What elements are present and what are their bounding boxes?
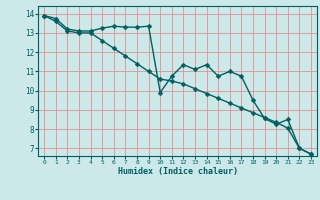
X-axis label: Humidex (Indice chaleur): Humidex (Indice chaleur) xyxy=(118,167,238,176)
